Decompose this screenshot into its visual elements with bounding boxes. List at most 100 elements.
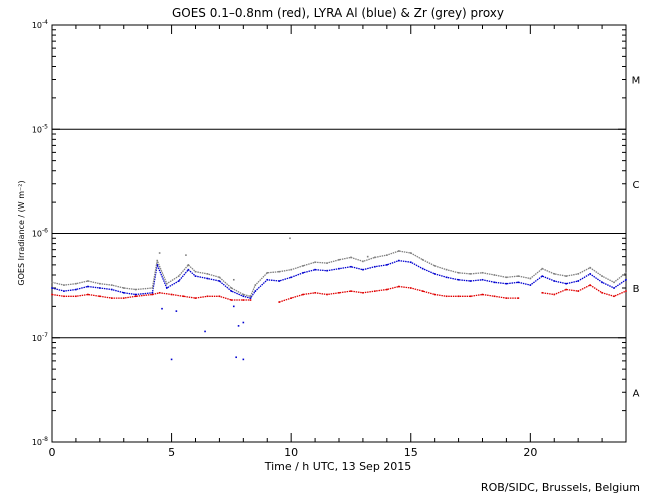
data-point	[517, 281, 520, 284]
data-point	[517, 297, 520, 299]
series-line	[51, 250, 627, 297]
data-point	[565, 275, 568, 277]
outlier-point	[185, 254, 187, 256]
data-point	[541, 275, 544, 277]
data-point	[481, 293, 484, 296]
data-point	[529, 277, 532, 280]
data-point	[362, 260, 364, 263]
data-point	[194, 275, 197, 277]
data-point	[51, 281, 53, 284]
outlier-point	[170, 358, 173, 361]
data-point	[63, 284, 65, 286]
data-point	[386, 254, 388, 256]
data-point	[409, 252, 412, 254]
data-point	[625, 271, 627, 274]
data-point	[314, 261, 316, 264]
data-point	[397, 285, 400, 288]
data-point	[421, 290, 424, 292]
data-point	[589, 273, 591, 275]
data-point	[493, 295, 496, 298]
data-point	[110, 284, 113, 286]
data-point	[194, 270, 197, 273]
data-point	[350, 290, 352, 292]
series-layer	[51, 237, 627, 361]
data-point	[254, 290, 257, 292]
data-point	[326, 262, 328, 264]
data-point	[187, 264, 190, 266]
class-labels: A B C M	[632, 76, 641, 400]
data-point	[469, 273, 472, 275]
outlier-point	[158, 252, 161, 254]
data-point	[433, 264, 436, 267]
data-point	[421, 267, 424, 270]
data-point	[87, 293, 89, 296]
data-point	[374, 256, 376, 259]
flare-class-label: B	[633, 284, 640, 295]
data-point	[266, 271, 269, 274]
data-point	[99, 295, 101, 298]
data-point	[122, 287, 125, 289]
data-point	[249, 299, 252, 301]
data-point	[63, 290, 65, 292]
outlier-point	[289, 237, 291, 240]
data-point	[409, 287, 412, 289]
outlier-point	[242, 321, 245, 324]
flare-class-label: M	[632, 76, 641, 87]
data-point	[302, 264, 304, 267]
flare-class-label: C	[633, 180, 640, 191]
data-point	[374, 265, 376, 268]
y-axis-label: GOES Irradiance / (W m⁻²)	[17, 180, 26, 285]
x-tick-label: 0	[49, 446, 56, 459]
data-point	[230, 287, 233, 289]
data-point	[613, 281, 615, 284]
data-point	[338, 267, 340, 270]
outlier-point	[232, 305, 235, 308]
data-point	[350, 265, 352, 268]
x-tick-label: 20	[523, 446, 537, 459]
data-point	[278, 280, 281, 282]
data-point	[266, 278, 269, 281]
data-point	[386, 288, 388, 291]
data-point	[386, 264, 388, 266]
data-point	[290, 268, 292, 271]
outlier-point	[235, 356, 237, 359]
data-point	[134, 288, 137, 291]
data-point	[601, 281, 603, 284]
data-point	[314, 268, 316, 271]
data-point	[469, 280, 472, 282]
data-point	[177, 280, 180, 282]
data-point	[374, 290, 376, 292]
data-point	[51, 293, 53, 296]
outlier-point	[237, 325, 240, 327]
chart-title: GOES 0.1–0.8nm (red), LYRA Al (blue) & Z…	[172, 6, 504, 20]
data-point	[445, 295, 448, 298]
data-point	[206, 273, 209, 275]
data-point	[230, 299, 233, 301]
data-point	[409, 261, 412, 264]
data-point	[110, 297, 113, 299]
data-point	[63, 295, 65, 298]
data-point	[505, 276, 508, 279]
data-point	[565, 288, 568, 291]
data-point	[99, 287, 101, 289]
data-point	[75, 282, 77, 285]
data-point	[457, 278, 460, 281]
series-line	[51, 284, 627, 303]
data-point	[421, 258, 424, 261]
data-point	[589, 266, 591, 269]
data-point	[122, 291, 125, 294]
data-point	[206, 295, 209, 298]
data-point	[151, 291, 154, 294]
data-point	[326, 269, 328, 272]
outlier-point	[232, 278, 235, 281]
credit-text: ROB/SIDC, Brussels, Belgium	[480, 481, 640, 494]
data-point	[151, 293, 154, 296]
data-point	[218, 295, 221, 298]
data-point	[493, 281, 496, 284]
x-tick-label: 5	[168, 446, 175, 459]
outlier-point	[161, 307, 163, 310]
data-point	[338, 291, 340, 294]
data-point	[177, 275, 180, 277]
data-point	[302, 293, 304, 296]
outlier-point	[175, 310, 178, 312]
